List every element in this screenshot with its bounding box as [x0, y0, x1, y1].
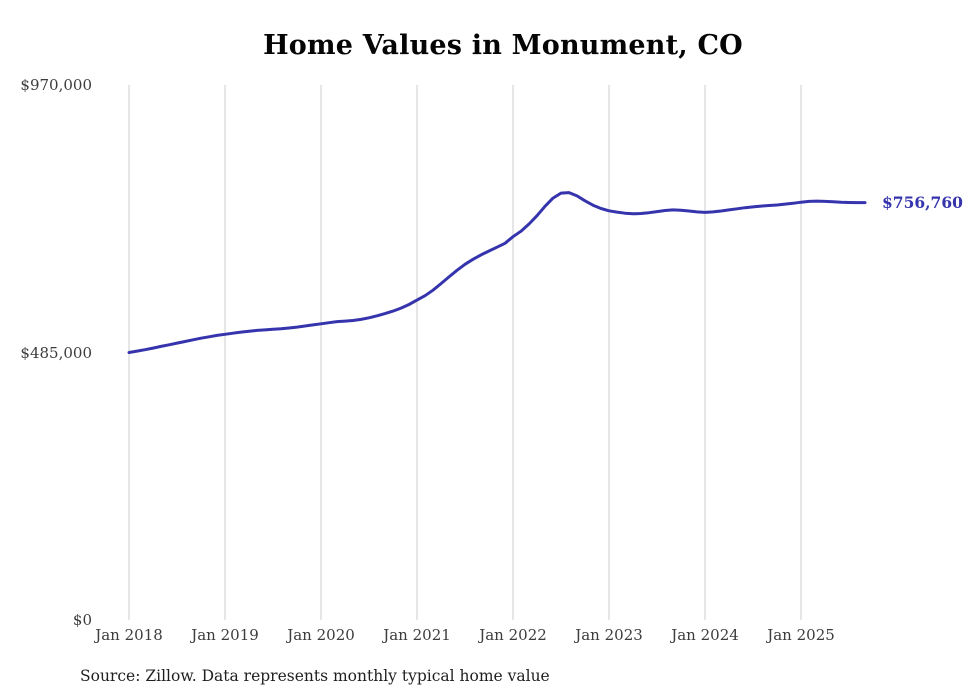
- latest-value-label: $756,760: [882, 192, 963, 212]
- vertical-gridlines: [128, 85, 802, 620]
- home-value-series-line: [127, 191, 867, 354]
- chart-title: Home Values in Monument, CO: [263, 30, 743, 61]
- source-note: Source: Zillow. Data represents monthly …: [80, 667, 550, 685]
